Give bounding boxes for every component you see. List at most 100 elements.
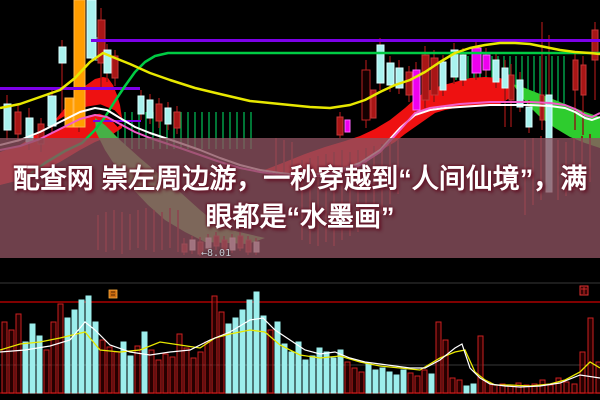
volume-bar (246, 299, 253, 394)
candle (580, 64, 587, 96)
volume-bar (330, 357, 337, 394)
volume-bar (176, 333, 183, 394)
volume-bar (239, 309, 246, 394)
volume-bar (563, 381, 570, 394)
candle (471, 47, 482, 74)
candle (405, 71, 413, 96)
volume-bar (539, 379, 546, 394)
volume-bar (531, 383, 538, 394)
chart-markers (108, 285, 589, 299)
candle (395, 67, 404, 89)
candle (539, 94, 545, 121)
volume-bar (232, 317, 239, 394)
volume-bar (120, 341, 127, 394)
headline-line1: 配查网 崇左周边游，一秒穿越到“人间仙境”，满 (12, 164, 588, 195)
volume-bar (523, 384, 530, 394)
volume-bar (442, 339, 449, 394)
volume-bar (148, 349, 155, 394)
volume-bar (386, 371, 393, 394)
volume-bar (400, 369, 407, 394)
volume-bar (267, 329, 274, 394)
candle (370, 89, 377, 119)
candle (173, 111, 181, 129)
volume-bar (337, 349, 344, 394)
candle (591, 29, 599, 61)
volume-bar (29, 323, 36, 394)
volume-bar (463, 385, 470, 394)
candle (155, 103, 163, 122)
volume-bars (1, 291, 600, 394)
candle (47, 95, 57, 127)
volume-bar (316, 347, 323, 394)
volume-bar (323, 351, 330, 394)
volume-ma-lines (0, 317, 600, 388)
candle (421, 54, 430, 101)
volume-bar (1, 321, 8, 394)
volume-bar (57, 303, 64, 394)
volume-bar (127, 355, 134, 394)
volume-bar (309, 355, 316, 394)
volume-bar (92, 321, 99, 394)
candle (430, 57, 439, 96)
volume-bar (78, 299, 85, 394)
candle (459, 54, 467, 81)
volume-bar (22, 341, 29, 394)
volume-bar (113, 351, 120, 394)
volume-bar (190, 357, 197, 394)
volume-bar (8, 329, 15, 394)
candle (572, 59, 579, 91)
volume-bar (428, 373, 435, 394)
volume-bar (571, 383, 578, 394)
ma-yellow (0, 41, 600, 110)
volume-bar (211, 295, 218, 394)
volume-bar (253, 291, 260, 394)
headline-line2: 眼都是“水墨画” (205, 201, 395, 232)
volume-bar (50, 321, 57, 394)
volume-bar (456, 379, 463, 394)
volume-bar (302, 359, 309, 394)
volume-bar (344, 361, 351, 394)
candle (73, 0, 86, 128)
volume-bar (218, 311, 225, 394)
volume-bar (358, 371, 365, 394)
volume-ma-yellow (0, 329, 600, 387)
volume-bar (491, 384, 498, 394)
candle (58, 46, 67, 64)
candle (344, 119, 351, 133)
volume-bar (515, 382, 522, 394)
headline-banner: 配查网 崇左周边游，一秒穿越到“人间仙境”，满 眼都是“水墨画” (0, 138, 600, 258)
volume-bar (225, 323, 232, 394)
volume-bar (281, 343, 288, 394)
volume-bar (295, 341, 302, 394)
volume-bar (43, 349, 50, 394)
volume-bar (547, 384, 554, 394)
volume-bar (587, 317, 594, 394)
candle (146, 99, 154, 119)
volume-bar (449, 377, 456, 394)
candle (450, 49, 459, 78)
candle (64, 97, 74, 128)
volume-bar (85, 295, 92, 394)
candle (103, 49, 112, 74)
volume-ma-white (0, 317, 600, 388)
volume-bar (183, 347, 190, 394)
volume-bar (155, 359, 162, 394)
candle (361, 69, 371, 121)
candle (14, 111, 22, 135)
volume-bar (421, 369, 428, 394)
volume-bar (162, 353, 169, 394)
volume-bar (36, 335, 43, 394)
volume-bar (274, 321, 281, 394)
volume-bar (169, 356, 176, 394)
volume-bar (64, 317, 71, 394)
candle (516, 79, 524, 108)
candle (492, 59, 500, 83)
flag-marker-icon (108, 289, 118, 299)
volume-bar (579, 351, 586, 394)
volume-bar (288, 351, 295, 394)
candle (376, 44, 385, 84)
volume-bar (260, 315, 267, 394)
volume-bar (407, 372, 414, 394)
candle (336, 116, 344, 136)
price-marker: ←8.01 (201, 248, 232, 259)
